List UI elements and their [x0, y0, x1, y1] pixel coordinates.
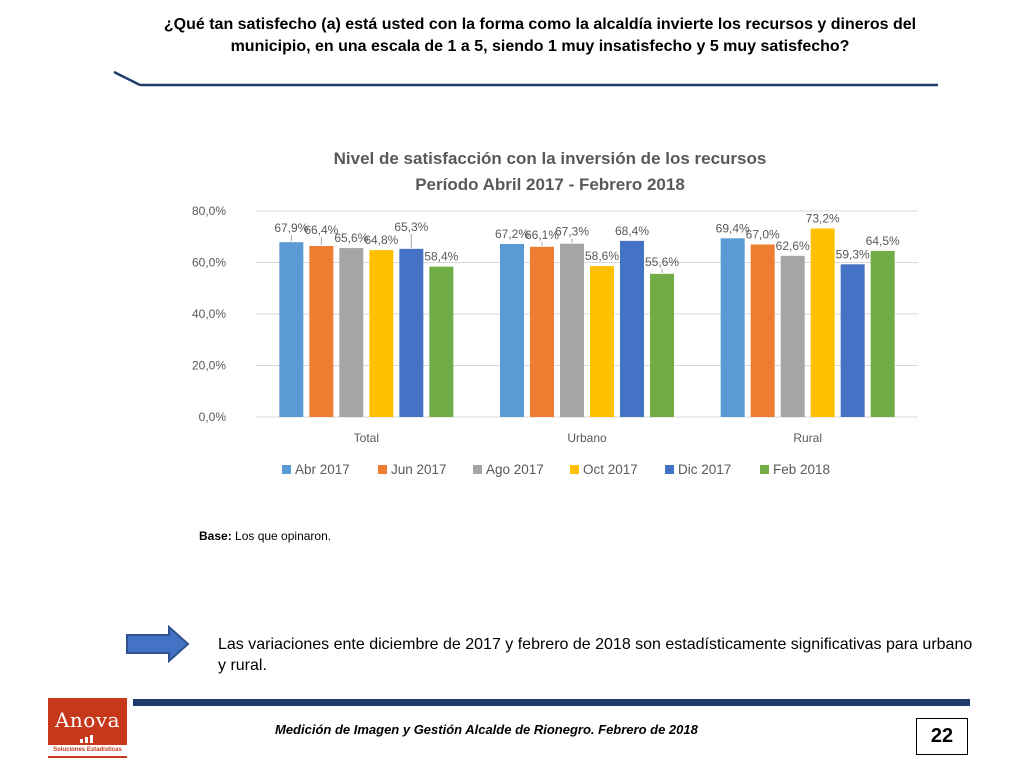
- y-tick-label: 0,0%: [199, 410, 227, 424]
- data-label: 69,4%: [716, 221, 750, 235]
- base-note: Base: Los que opinaron.: [199, 529, 331, 543]
- data-label: 67,2%: [495, 227, 529, 241]
- legend-swatch: [665, 465, 674, 474]
- bar: [780, 255, 805, 417]
- data-label: 65,6%: [334, 231, 368, 245]
- data-label: 59,3%: [836, 247, 870, 261]
- chart-subtitle: Período Abril 2017 - Febrero 2018: [415, 175, 685, 194]
- bar: [870, 250, 895, 417]
- legend-swatch: [473, 465, 482, 474]
- legend-label: Dic 2017: [678, 462, 731, 477]
- page-number: 22: [916, 718, 968, 755]
- x-tick-label: Rural: [793, 431, 822, 445]
- bar: [429, 266, 454, 417]
- data-label: 67,0%: [746, 227, 780, 241]
- bar: [279, 242, 304, 417]
- bar: [369, 250, 394, 417]
- bar: [500, 243, 524, 417]
- question-heading: ¿Qué tan satisfecho (a) está usted con l…: [163, 16, 917, 55]
- x-tick-label: Urbano: [567, 431, 607, 445]
- footer-text: Medición de Imagen y Gestión Alcalde de …: [275, 722, 698, 737]
- logo-name: Anova: [54, 708, 121, 732]
- footer-rule: [133, 699, 970, 706]
- legend-swatch: [378, 465, 387, 474]
- bar: [620, 240, 644, 417]
- data-label: 64,5%: [866, 234, 900, 248]
- bar: [650, 273, 674, 417]
- legend-swatch: [282, 465, 291, 474]
- bar: [720, 238, 745, 417]
- data-label: 64,8%: [364, 233, 398, 247]
- legend-label: Ago 2017: [486, 462, 544, 477]
- base-text: Los que opinaron.: [231, 529, 332, 543]
- legend-swatch: [760, 465, 769, 474]
- logo-tagline: Soluciones Estadísticas: [48, 745, 127, 756]
- legend-label: Feb 2018: [773, 462, 830, 477]
- bar: [590, 266, 614, 417]
- legend-swatch: [570, 465, 579, 474]
- logo-bars-icon: [80, 735, 93, 743]
- bar: [560, 243, 584, 417]
- bar: [810, 228, 835, 417]
- data-label: 65,3%: [394, 220, 428, 234]
- chart-container: Nivel de satisfacción con la inversión d…: [180, 135, 920, 490]
- bar: [339, 248, 364, 417]
- y-tick-label: 80,0%: [192, 204, 226, 218]
- data-label: 67,9%: [274, 221, 308, 235]
- bar-chart: Nivel de satisfacción con la inversión d…: [192, 149, 918, 477]
- data-label: 62,6%: [776, 239, 810, 253]
- y-tick-label: 60,0%: [192, 256, 226, 270]
- bar: [530, 246, 554, 417]
- bar: [399, 248, 424, 417]
- anova-logo: Anova Soluciones Estadísticas: [48, 698, 127, 758]
- base-label: Base:: [199, 529, 232, 543]
- bar: [750, 244, 775, 417]
- y-tick-label: 40,0%: [192, 307, 226, 321]
- data-label: 67,3%: [555, 225, 589, 239]
- conclusion-text: Las variaciones ente diciembre de 2017 y…: [218, 636, 973, 674]
- x-tick-label: Total: [354, 431, 379, 445]
- data-label: 55,6%: [645, 255, 679, 269]
- data-label: 66,4%: [304, 223, 338, 237]
- legend-label: Oct 2017: [583, 462, 638, 477]
- data-label: 68,4%: [615, 224, 649, 238]
- bar: [840, 264, 865, 417]
- bar: [309, 246, 334, 417]
- data-label: 66,1%: [525, 228, 559, 242]
- chart-title: Nivel de satisfacción con la inversión d…: [334, 149, 767, 168]
- data-label: 58,6%: [585, 249, 619, 263]
- legend-label: Abr 2017: [295, 462, 350, 477]
- y-tick-label: 20,0%: [192, 359, 226, 373]
- legend-label: Jun 2017: [391, 462, 447, 477]
- right-arrow-icon: [126, 625, 190, 663]
- data-label: 58,4%: [424, 250, 458, 264]
- data-label: 73,2%: [806, 212, 840, 226]
- header-rule: [113, 70, 938, 87]
